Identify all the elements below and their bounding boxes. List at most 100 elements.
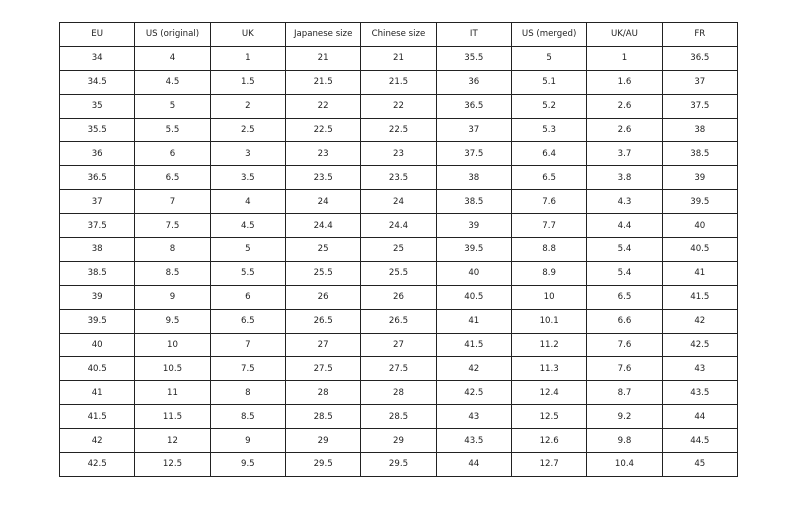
- table-cell: 8: [209, 380, 286, 406]
- table-cell: 12: [134, 428, 211, 454]
- table-cell: 5.5: [134, 117, 211, 143]
- table-cell: 2.6: [586, 117, 663, 143]
- table-cell: 3.7: [586, 141, 663, 167]
- table-cell: 6.5: [586, 284, 663, 310]
- table-cell: 36.5: [661, 45, 739, 71]
- table-cell: 11: [134, 380, 211, 406]
- table-cell: 5.4: [586, 260, 663, 286]
- table-cell: 6.4: [510, 141, 588, 167]
- table-cell: 12.4: [510, 380, 588, 406]
- table-row: 35.5 5.5 2.5 22.5 22.5 37 5.3 2.6 38: [58, 117, 739, 143]
- table-cell: 7.5: [209, 356, 286, 382]
- table-cell: 1.5: [209, 69, 286, 95]
- table-cell: 9: [209, 428, 286, 454]
- table-cell: 39.5: [661, 189, 739, 215]
- table-cell: 6.5: [134, 165, 211, 191]
- table-cell: 34: [58, 45, 136, 71]
- table-cell: 42.5: [435, 380, 512, 406]
- table-cell: 6: [209, 284, 286, 310]
- table-cell: 7.6: [586, 356, 663, 382]
- table-cell: 37: [58, 189, 136, 215]
- table-cell: 35: [58, 93, 136, 119]
- table-cell: 29: [284, 428, 362, 454]
- table-cell: 10.1: [510, 308, 588, 334]
- table-cell: 45: [661, 452, 739, 477]
- table-cell: 12.6: [510, 428, 588, 454]
- table-cell: 1: [586, 45, 663, 71]
- table-cell: 25.5: [360, 260, 437, 286]
- table-cell: 10.5: [134, 356, 211, 382]
- table-row: 35 5 2 22 22 36.5 5.2 2.6 37.5: [58, 93, 739, 119]
- table-cell: 24: [360, 189, 437, 215]
- table-cell: 8.5: [134, 260, 211, 286]
- table-cell: 7.7: [510, 213, 588, 239]
- table-cell: 25: [360, 237, 437, 262]
- table-cell: 7: [134, 189, 211, 215]
- table-cell: 3: [209, 141, 286, 167]
- column-header: EU: [58, 22, 136, 47]
- table-row: 36.5 6.5 3.5 23.5 23.5 38 6.5 3.8 39: [58, 165, 739, 191]
- table-cell: 26: [360, 284, 437, 310]
- table-cell: 9.5: [209, 452, 286, 477]
- table-cell: 8.9: [510, 260, 588, 286]
- column-header: UK: [209, 22, 286, 47]
- column-header: Chinese size: [360, 22, 437, 47]
- table-cell: 5.5: [209, 260, 286, 286]
- table-cell: 40.5: [435, 284, 512, 310]
- table-cell: 29.5: [284, 452, 362, 477]
- table-cell: 37.5: [435, 141, 512, 167]
- table-row: 39 9 6 26 26 40.5 10 6.5 41.5: [58, 284, 739, 310]
- table-cell: 23.5: [360, 165, 437, 191]
- table-cell: 9.2: [586, 404, 663, 430]
- table-cell: 9: [134, 284, 211, 310]
- table-cell: 29: [360, 428, 437, 454]
- table-cell: 8.7: [586, 380, 663, 406]
- table-cell: 22: [284, 93, 362, 119]
- table-cell: 37: [435, 117, 512, 143]
- table-cell: 40: [58, 332, 136, 358]
- table-cell: 39.5: [58, 308, 136, 334]
- table-cell: 12.7: [510, 452, 588, 477]
- table-cell: 26.5: [360, 308, 437, 334]
- table-cell: 8: [134, 237, 211, 262]
- table-cell: 44: [661, 404, 739, 430]
- table-cell: 26.5: [284, 308, 362, 334]
- table-cell: 41.5: [435, 332, 512, 358]
- table-cell: 36.5: [58, 165, 136, 191]
- table-cell: 21: [284, 45, 362, 71]
- table-cell: 39: [661, 165, 739, 191]
- table-cell: 9.5: [134, 308, 211, 334]
- table-cell: 41.5: [661, 284, 739, 310]
- table-cell: 43.5: [435, 428, 512, 454]
- table-cell: 12.5: [134, 452, 211, 477]
- table-row: 41.5 11.5 8.5 28.5 28.5 43 12.5 9.2 44: [58, 404, 739, 430]
- table-cell: 4: [209, 189, 286, 215]
- table-row: 34.5 4.5 1.5 21.5 21.5 36 5.1 1.6 37: [58, 69, 739, 95]
- table-cell: 39: [58, 284, 136, 310]
- table-cell: 4.5: [134, 69, 211, 95]
- table-row: 42 12 9 29 29 43.5 12.6 9.8 44.5: [58, 428, 739, 454]
- table-cell: 24.4: [284, 213, 362, 239]
- table-cell: 38: [661, 117, 739, 143]
- table-cell: 6.6: [586, 308, 663, 334]
- table-cell: 28: [360, 380, 437, 406]
- table-cell: 35.5: [435, 45, 512, 71]
- table-cell: 5: [209, 237, 286, 262]
- table-cell: 8.8: [510, 237, 588, 262]
- table-cell: 21.5: [360, 69, 437, 95]
- table-cell: 22.5: [284, 117, 362, 143]
- table-cell: 4: [134, 45, 211, 71]
- table-cell: 38: [435, 165, 512, 191]
- table-cell: 5: [510, 45, 588, 71]
- table-cell: 42: [661, 308, 739, 334]
- table-cell: 1: [209, 45, 286, 71]
- table-cell: 40: [435, 260, 512, 286]
- table-cell: 37.5: [661, 93, 739, 119]
- table-cell: 41: [58, 380, 136, 406]
- column-header: US (original): [134, 22, 211, 47]
- table-row: 39.5 9.5 6.5 26.5 26.5 41 10.1 6.6 42: [58, 308, 739, 334]
- table-cell: 7.6: [510, 189, 588, 215]
- table-cell: 5.2: [510, 93, 588, 119]
- table-cell: 40.5: [661, 237, 739, 262]
- table-cell: 6.5: [510, 165, 588, 191]
